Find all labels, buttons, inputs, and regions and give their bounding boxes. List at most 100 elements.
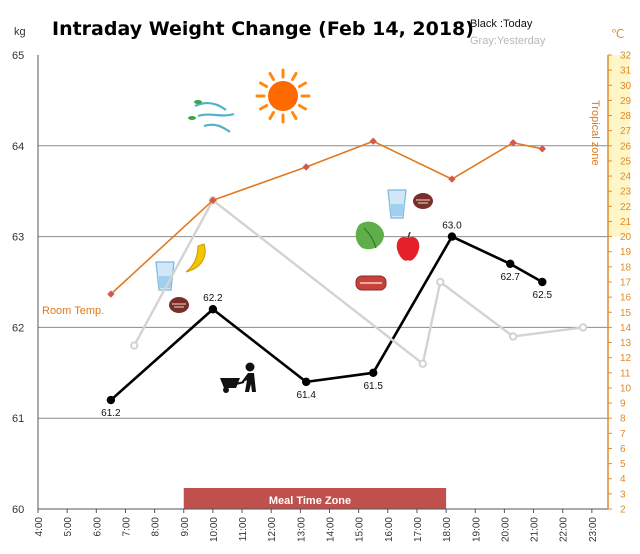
tropical-zone-label: Tropical zone [589, 100, 601, 166]
x-tick-label-8:00: 8:00 [151, 517, 162, 537]
sun-ray [291, 110, 298, 121]
x-tick-label-6:00: 6:00 [92, 517, 103, 537]
nut-lines [416, 199, 430, 204]
y2-tick-label-7: 7 [620, 429, 626, 440]
sun-ray [258, 81, 269, 88]
wind-icon [188, 100, 235, 133]
worker-body [240, 373, 256, 392]
x-tick-label-12:00: 12:00 [267, 517, 278, 542]
banana-icon [185, 243, 206, 273]
yesterday-point-3 [436, 277, 445, 287]
today-point-0 [106, 395, 116, 405]
x-tick-label-11:00: 11:00 [238, 517, 249, 542]
wheelbarrow-wheel [223, 387, 229, 393]
x-tick-label-15:00: 15:00 [355, 517, 366, 542]
today-point-1 [208, 305, 218, 314]
x-tick-label-14:00: 14:00 [326, 517, 337, 542]
sun-ray [291, 71, 298, 82]
x-tick-label-10:00: 10:00 [209, 517, 220, 542]
sun-ray [258, 104, 269, 111]
y2-tick-label-9: 9 [620, 399, 626, 410]
today-point-6 [538, 277, 547, 287]
data-label-today-1: 62.2 [203, 293, 223, 304]
meal-time-zone-bar [183, 488, 447, 509]
y2-tick-label-3: 3 [620, 489, 626, 500]
background-bands [183, 55, 630, 509]
y2-tick-label-17: 17 [620, 278, 632, 289]
axes: 6061626364652345678910111213141516171819… [12, 50, 632, 542]
yesterday-point-4 [508, 332, 518, 341]
y2-tick-label-19: 19 [620, 247, 632, 258]
y2-tick-label-23: 23 [620, 187, 632, 198]
y-tick-label-65: 65 [12, 50, 24, 62]
y2-tick-label-30: 30 [620, 81, 632, 92]
today-point-4 [447, 232, 457, 241]
sun-ray [297, 81, 308, 88]
sun-disc [268, 81, 298, 111]
y2-tick-label-24: 24 [620, 172, 632, 183]
wind-gusts [194, 101, 235, 133]
y2-tick-label-20: 20 [620, 232, 632, 243]
water-glass-icon [155, 261, 175, 291]
x-tick-label-4:00: 4:00 [34, 517, 45, 537]
x-tick-label-22:00: 22:00 [559, 517, 570, 542]
y2-tick-label-27: 27 [620, 126, 632, 137]
apple-icon [396, 231, 420, 261]
wheelbarrow-worker-icon [220, 362, 256, 393]
wind-leaf [194, 100, 202, 104]
data-label-today-4: 63.0 [442, 221, 462, 232]
wheelbarrow-handle [235, 381, 245, 385]
meal-time-zone-label: Meal Time Zone [269, 495, 351, 507]
y2-axis-unit: ℃ [611, 27, 624, 41]
x-tick-label-5:00: 5:00 [63, 517, 74, 537]
today-point-5 [506, 259, 515, 269]
x-tick-label-23:00: 23:00 [588, 517, 599, 542]
temperature-point-3 [369, 137, 377, 145]
steak-icon [355, 275, 387, 291]
yesterday-point-5 [578, 323, 588, 332]
today-point-2 [301, 377, 311, 387]
yesterday-point-0 [129, 341, 139, 350]
y2-tick-label-14: 14 [620, 323, 632, 334]
room-temp-label: Room Temp. [42, 305, 104, 317]
sun-ray [268, 110, 275, 121]
sun-ray [297, 104, 308, 111]
y2-tick-label-22: 22 [620, 202, 632, 213]
x-tick-label-13:00: 13:00 [296, 517, 307, 542]
nut-lines [172, 303, 186, 308]
sun-ray [268, 71, 275, 82]
legend-today: Black :Today [470, 18, 533, 30]
y2-tick-label-10: 10 [620, 383, 632, 394]
temperature-point-0 [107, 290, 115, 298]
legend-yesterday: Gray:Yesterday [470, 35, 546, 47]
x-tick-label-9:00: 9:00 [180, 517, 191, 537]
yesterday-point-2 [418, 359, 427, 368]
y2-tick-label-29: 29 [620, 96, 632, 107]
y2-tick-label-25: 25 [620, 156, 632, 167]
y2-tick-label-31: 31 [620, 66, 632, 77]
today-point-3 [369, 368, 378, 377]
data-label-today-5: 62.7 [500, 272, 520, 283]
data-label-today-6: 62.5 [533, 290, 553, 301]
chart-title: Intraday Weight Change (Feb 14, 2018) [52, 18, 474, 40]
gridlines [38, 145, 608, 419]
y2-tick-label-18: 18 [620, 262, 632, 273]
y2-tick-label-13: 13 [620, 338, 632, 349]
y2-tick-label-2: 2 [620, 505, 626, 516]
glass-water [391, 204, 403, 216]
y-tick-label-60: 60 [12, 504, 24, 516]
worker-head [245, 362, 255, 372]
lettuce-icon [355, 221, 384, 250]
today-line [110, 235, 543, 402]
x-tick-label-7:00: 7:00 [121, 517, 132, 537]
data-label-today-3: 61.5 [363, 381, 383, 392]
y-tick-label-63: 63 [12, 232, 24, 244]
data-label-today-0: 61.2 [101, 408, 121, 419]
lettuce-vein [363, 227, 377, 249]
y-axis-unit: kg [14, 26, 26, 38]
yesterday-line [133, 199, 584, 365]
tropical-zone-band [608, 55, 630, 237]
y-tick-label-64: 64 [12, 141, 24, 153]
x-tick-label-20:00: 20:00 [500, 517, 511, 542]
